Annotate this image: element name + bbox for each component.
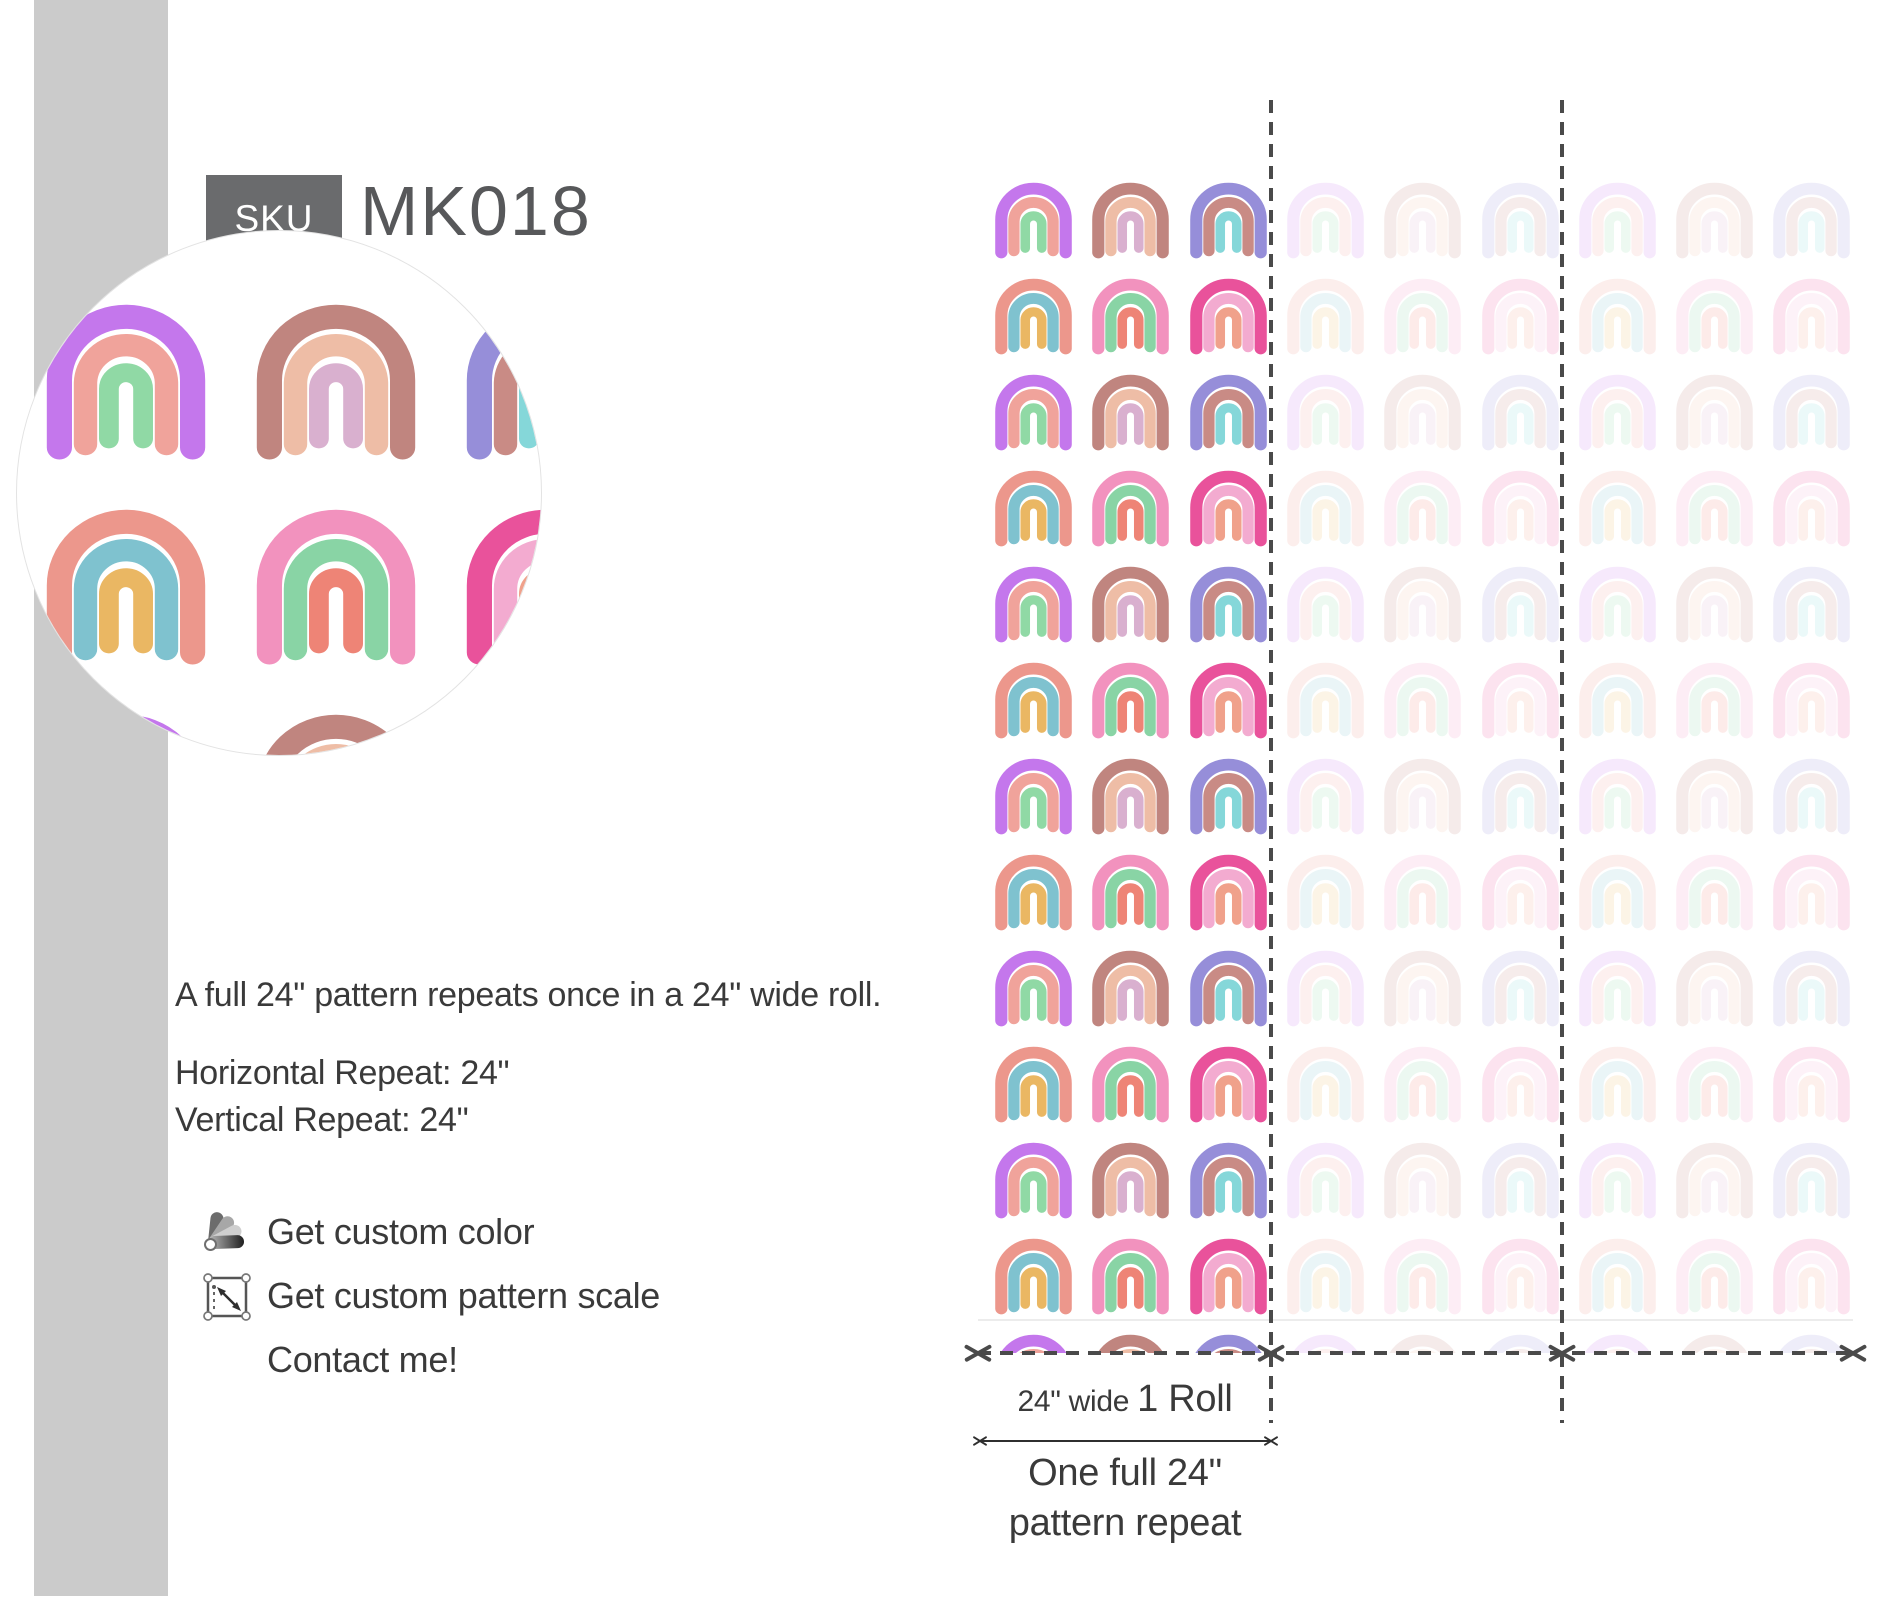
rainbow-motif <box>1195 1334 1262 1353</box>
rainbow-motif <box>995 470 1072 547</box>
rainbow-motif <box>1092 1046 1170 1123</box>
rainbow-motif <box>1189 1046 1267 1123</box>
rainbow-motif <box>1189 374 1267 451</box>
rainbow-motif <box>1189 1238 1267 1315</box>
rainbow-motif <box>995 1046 1072 1123</box>
pattern-repeat-line2: pattern repeat <box>1008 1502 1242 1544</box>
rainbow-motif <box>1189 182 1267 259</box>
rainbow-motif <box>1092 374 1170 451</box>
rainbow-motif <box>1092 854 1170 931</box>
rainbow-motif <box>995 758 1072 835</box>
rainbow-motif <box>1189 854 1267 931</box>
roll-cut-dashed-line <box>1269 100 1273 1423</box>
repeat-dimension-line <box>980 1440 1271 1442</box>
rainbow-motif <box>256 509 416 665</box>
rainbow-motif <box>1092 950 1170 1027</box>
rainbow-motif <box>1092 566 1170 643</box>
rainbow-motif <box>1097 1334 1164 1353</box>
roll-cut-dashed-line <box>1560 100 1564 1423</box>
rainbow-motif <box>1189 950 1267 1027</box>
rainbow-motif <box>476 714 541 755</box>
pattern-description: A full 24" pattern repeats once in a 24"… <box>175 976 882 1014</box>
contact-me-text: Contact me! <box>267 1339 458 1380</box>
rainbow-motif <box>1092 182 1170 259</box>
rainbow-motif <box>1092 662 1170 739</box>
roll-width-small-text: 24" wide <box>1017 1385 1130 1418</box>
rainbow-motif <box>1189 662 1267 739</box>
pattern-tile-edge-line <box>978 1319 1853 1321</box>
rainbow-motif <box>46 509 206 665</box>
rainbow-motif <box>1189 566 1267 643</box>
roll-bottom-dashed-line <box>978 1351 1853 1355</box>
rainbow-motif <box>466 304 541 460</box>
rainbow-motif <box>995 1142 1072 1219</box>
get-custom-color-text: Get custom color <box>267 1211 535 1252</box>
roll-width-big-text: 1 Roll <box>1137 1378 1233 1420</box>
rainbow-motif <box>256 304 416 460</box>
rainbow-motif <box>1189 758 1267 835</box>
pattern-preview-circle <box>16 230 542 756</box>
wallpaper-roll-pattern <box>978 140 1853 1353</box>
rainbow-motif <box>995 1238 1072 1315</box>
rainbow-motif <box>995 566 1072 643</box>
rainbow-motif <box>1092 1238 1170 1315</box>
roll-width-label: 24" wide 1 Roll <box>1017 1378 1232 1421</box>
rainbow-motif <box>995 278 1072 355</box>
color-swatches-icon <box>200 1205 252 1255</box>
rainbow-motif <box>1189 470 1267 547</box>
rainbow-motif <box>1189 1142 1267 1219</box>
scale-icon <box>203 1273 251 1321</box>
rainbow-motif <box>1092 470 1170 547</box>
rainbow-motif <box>995 950 1072 1027</box>
pattern-repeat-label: One full 24" pattern repeat <box>1008 1448 1242 1548</box>
rainbow-motif <box>1092 1142 1170 1219</box>
horizontal-repeat-text: Horizontal Repeat: 24" <box>175 1054 510 1092</box>
rainbow-motif <box>46 304 206 460</box>
get-custom-scale-text: Get custom pattern scale <box>267 1275 660 1316</box>
rainbow-motif <box>1189 278 1267 355</box>
sku-value: MK018 <box>360 172 592 250</box>
rainbow-motif <box>1092 278 1170 355</box>
rainbow-motif <box>466 509 541 665</box>
rainbow-motif <box>1092 758 1170 835</box>
pattern-repeat-line1: One full 24" <box>1028 1452 1222 1494</box>
vertical-repeat-text: Vertical Repeat: 24" <box>175 1101 469 1139</box>
rainbow-motif <box>995 854 1072 931</box>
rainbow-motif <box>266 714 406 755</box>
rainbow-motif <box>995 182 1072 259</box>
side-accent-bar <box>34 0 168 1596</box>
rainbow-motif <box>1000 1334 1067 1353</box>
rainbow-motif <box>56 714 196 755</box>
rainbow-motif <box>995 662 1072 739</box>
rainbow-motif <box>995 374 1072 451</box>
